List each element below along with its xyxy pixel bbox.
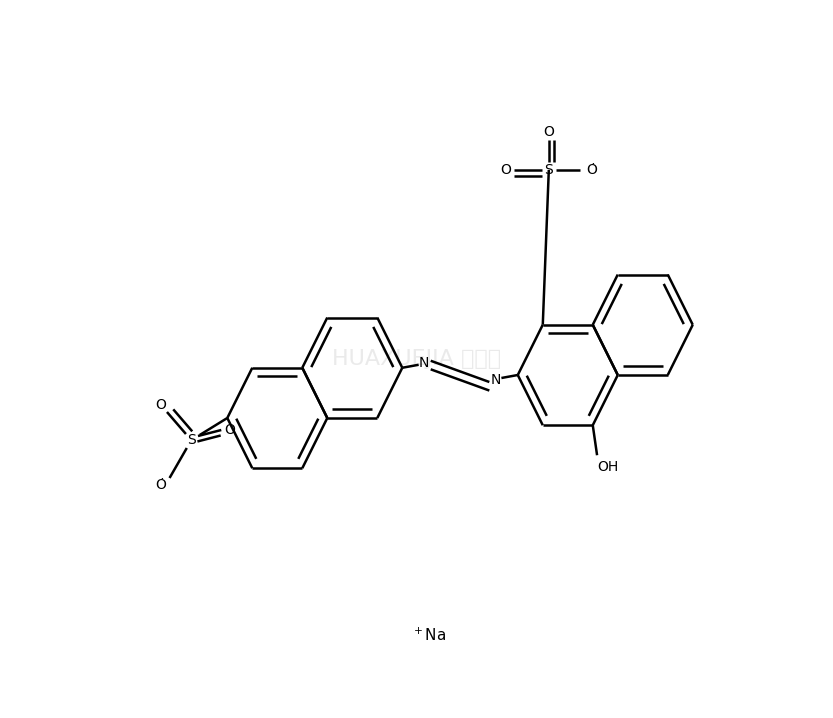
Text: O: O (224, 423, 236, 437)
Text: $^+$Na: $^+$Na (411, 626, 446, 643)
Text: O: O (156, 398, 167, 412)
Text: N: N (419, 356, 429, 370)
Text: OH: OH (597, 460, 619, 474)
Text: Ȯ: Ȯ (586, 163, 597, 177)
Text: O: O (543, 125, 554, 139)
Text: Ȯ: Ȯ (156, 478, 167, 492)
Text: S: S (545, 163, 553, 177)
Text: N: N (491, 373, 501, 387)
Text: O: O (501, 163, 511, 177)
Text: S: S (187, 433, 196, 447)
Text: HUAXUEJIA 化学加: HUAXUEJIA 化学加 (332, 349, 501, 369)
